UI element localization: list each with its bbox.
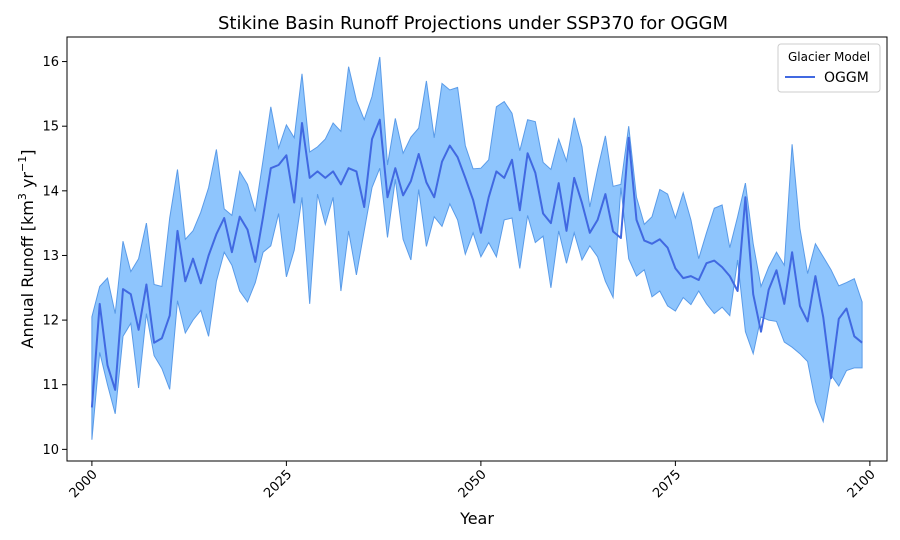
runoff-range-band (91, 56, 863, 440)
x-tick-label: 2000 (67, 467, 101, 501)
legend-box (777, 43, 881, 93)
legend: Glacier Model OGGM (777, 43, 881, 93)
x-axis-label: Year (459, 509, 494, 528)
y-tick-label: 16 (42, 55, 59, 70)
plot-frame (66, 36, 888, 462)
y-tick-label: 15 (42, 120, 59, 135)
legend-label-oggm: OGGM (824, 70, 869, 86)
y-tick-label: 12 (42, 314, 59, 329)
y-tick-label: 10 (42, 443, 59, 458)
legend-title: Glacier Model (788, 50, 870, 64)
chart-title: Stikine Basin Runoff Projections under S… (218, 13, 728, 34)
x-tick-label: 2025 (261, 467, 295, 501)
y-tick-label: 11 (42, 378, 59, 393)
x-tick-label: 2100 (845, 467, 879, 501)
y-tick-label: 13 (42, 249, 59, 264)
x-tick-label: 2050 (456, 467, 490, 501)
x-tick-label: 2075 (650, 467, 684, 501)
plot-area (90, 56, 863, 440)
y-axis-label: Annual Runoff [km3 yr−1] (16, 150, 37, 349)
oggm-mean-line (90, 118, 863, 408)
y-axis: 10 11 12 13 14 15 16 (42, 55, 67, 458)
x-axis: 2000 2025 2050 2075 2100 (67, 461, 879, 501)
y-tick-label: 14 (42, 184, 59, 199)
